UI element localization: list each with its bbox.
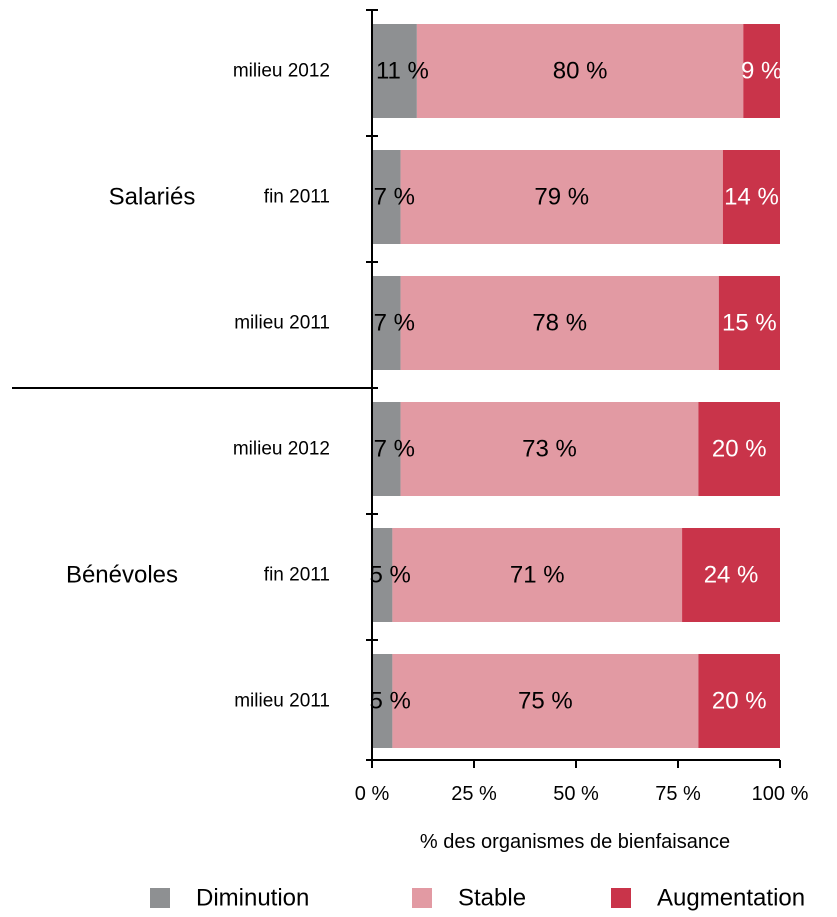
row-label-2: milieu 2011 (234, 313, 330, 334)
value-label-augmentation-4: 24 % (704, 562, 759, 589)
bar-segment-augmentation-5 (698, 654, 780, 748)
value-label-diminution-3: 7 % (374, 436, 415, 463)
value-label-augmentation-2: 15 % (722, 310, 777, 337)
value-label-stable-4: 71 % (510, 562, 565, 589)
value-label-diminution-1: 7 % (374, 184, 415, 211)
legend-swatch-diminution (150, 888, 170, 908)
value-labels-layer: 11 % 80 % 9 % 7 % 79 % 14 % 7 % 78 % 15 % 7 % 73 %… (370, 58, 783, 715)
legend-label-diminution: Diminution (196, 885, 309, 912)
group-label-1: Bénévoles (66, 562, 178, 589)
group-label-0: Salariés (109, 184, 196, 211)
legend-label-augmentation: Augmentation (657, 885, 805, 912)
value-label-augmentation-0: 9 % (741, 58, 782, 85)
row-label-1: fin 2011 (264, 187, 330, 208)
x-axis-title: % des organismes de bienfaisance (420, 831, 730, 853)
legend: Diminution Stable Augmentation (150, 885, 805, 912)
value-label-diminution-0: 11 % (376, 58, 429, 85)
bar-segment-stable-2 (400, 276, 719, 370)
row-label-3: milieu 2012 (233, 439, 330, 460)
bar-segment-stable-5 (392, 654, 699, 748)
value-label-stable-1: 79 % (534, 184, 589, 211)
value-label-stable-5: 75 % (518, 688, 573, 715)
x-axis: 0 % 25 % 50 % 75 % 100 % (355, 9, 809, 805)
value-label-diminution-5: 5 % (370, 688, 411, 715)
group-labels-layer: Salariés Bénévoles (66, 184, 195, 589)
value-label-stable-2: 78 % (532, 310, 587, 337)
bar-segment-augmentation-0 (743, 24, 780, 118)
value-label-augmentation-1: 14 % (724, 184, 779, 211)
x-tick-label-3: 75 % (655, 783, 701, 805)
bar-segment-augmentation-1 (722, 150, 780, 244)
bar-segment-diminution-4 (372, 528, 393, 622)
x-tick-label-4: 100 % (752, 783, 809, 805)
bar-segment-stable-4 (392, 528, 683, 622)
x-tick-label-2: 50 % (553, 783, 599, 805)
bar-segment-diminution-5 (372, 654, 393, 748)
bar-segment-diminution-2 (372, 276, 401, 370)
row-labels-layer: milieu 2012 fin 2011 milieu 2011 milieu 201… (233, 61, 330, 712)
bar-segment-diminution-1 (372, 150, 401, 244)
row-label-5: milieu 2011 (234, 691, 330, 712)
value-label-augmentation-3: 20 % (712, 436, 767, 463)
x-tick-label-0: 0 % (355, 783, 390, 805)
legend-swatch-stable (412, 888, 432, 908)
value-label-diminution-2: 7 % (374, 310, 415, 337)
row-label-0: milieu 2012 (233, 61, 330, 82)
x-tick-label-1: 25 % (451, 783, 497, 805)
legend-swatch-augmentation (611, 888, 631, 908)
bar-segment-augmentation-3 (698, 402, 780, 496)
bar-segment-augmentation-2 (718, 276, 780, 370)
value-label-stable-3: 73 % (522, 436, 577, 463)
bar-segment-stable-1 (400, 150, 723, 244)
bar-segment-stable-0 (416, 24, 744, 118)
bar-segment-stable-3 (400, 402, 699, 496)
value-label-diminution-4: 5 % (370, 562, 411, 589)
bar-segment-augmentation-4 (682, 528, 780, 622)
bars-layer (372, 24, 780, 748)
value-label-augmentation-5: 20 % (712, 688, 767, 715)
value-label-stable-0: 80 % (553, 58, 608, 85)
bar-segment-diminution-3 (372, 402, 401, 496)
row-label-4: fin 2011 (264, 565, 330, 586)
bar-segment-diminution-0 (372, 24, 417, 118)
legend-label-stable: Stable (458, 885, 526, 912)
